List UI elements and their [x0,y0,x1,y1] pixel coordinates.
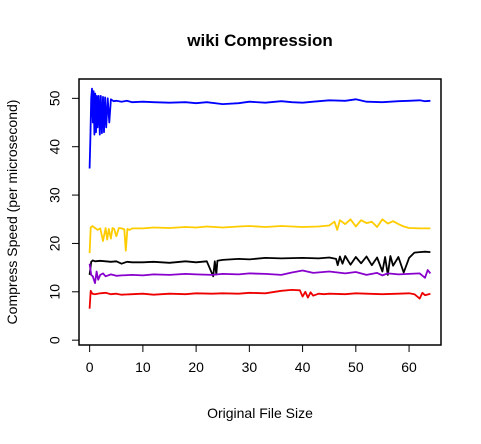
x-axis: 0 10 20 30 40 50 60 [86,344,417,375]
series-layer [88,87,432,309]
plot-frame [78,78,442,346]
y-tick-label: 10 [47,284,63,300]
y-axis-label: Compress Speed (per microsecond) [4,100,20,325]
y-tick-label: 0 [47,336,63,344]
y-axis: 0 10 20 30 40 50 [47,90,80,344]
series-line-4 [88,263,432,285]
series-line-2 [88,218,431,254]
y-tick-label: 30 [47,187,63,203]
series-line-1 [88,87,431,169]
x-tick-label: 40 [295,359,311,375]
x-tick-label: 30 [242,359,258,375]
x-tick-label: 10 [135,359,151,375]
series-line-5 [88,288,431,309]
x-tick-label: 50 [348,359,364,375]
x-tick-label: 60 [401,359,417,375]
series-line-3 [88,250,431,278]
chart-title: wiki Compression [186,31,332,50]
y-tick-label: 40 [47,139,63,155]
x-tick-label: 20 [188,359,204,375]
x-tick-label: 0 [86,359,94,375]
x-axis-label: Original File Size [207,405,313,421]
y-tick-label: 50 [47,90,63,106]
y-tick-label: 20 [47,235,63,251]
